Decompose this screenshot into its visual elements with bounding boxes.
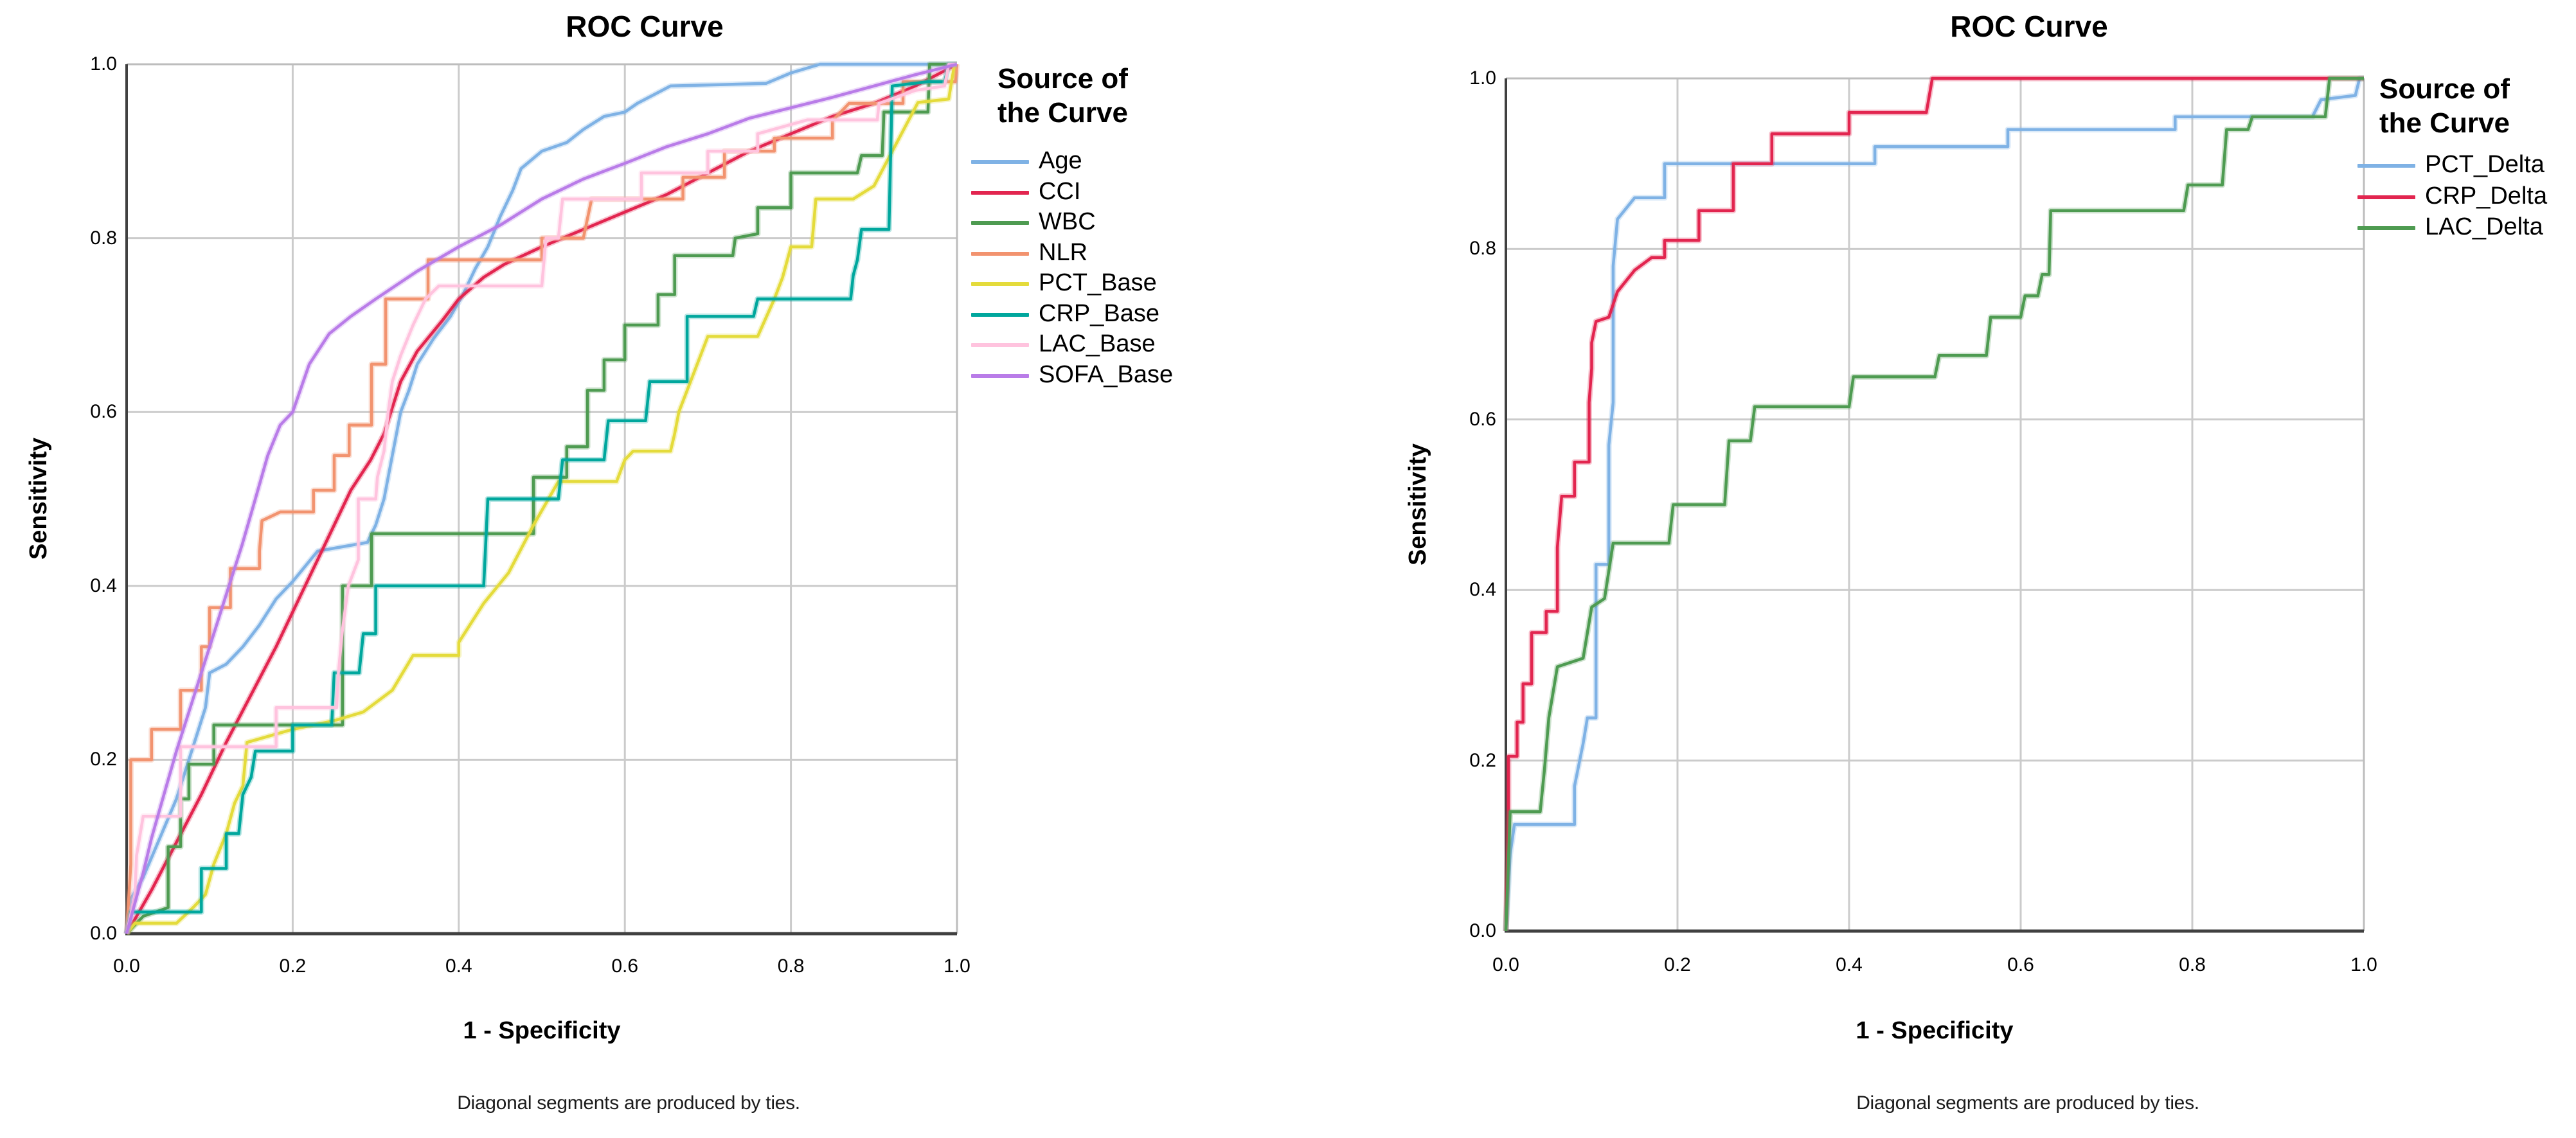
legend-swatch [2357, 226, 2415, 230]
y-tick-label: 0.8 [1469, 238, 1496, 260]
legend-swatch [971, 251, 1029, 256]
curve-LAC_Base [125, 62, 957, 934]
y-axis-title: Sensitivity [1404, 443, 1431, 566]
plot-area-left [123, 61, 960, 936]
curve-WBC [125, 62, 957, 935]
footnote: Diagonal segments are produced by ties. [1856, 1092, 2199, 1114]
legend-title: Source of the Curve [997, 63, 1128, 129]
curve-Age [125, 62, 957, 934]
x-tick-label: 0.8 [2179, 954, 2206, 975]
legend-swatch [2357, 164, 2415, 168]
x-tick-label: 0.6 [611, 956, 639, 977]
curve-PCT_Delta [1503, 75, 2364, 932]
legend-swatch [971, 160, 1029, 164]
legend-swatch [2357, 195, 2415, 199]
chart-title: ROC Curve [1950, 10, 2108, 43]
legend-swatch [971, 373, 1029, 378]
y-tick-label: 0.0 [90, 923, 117, 944]
y-tick-label: 0.6 [90, 401, 117, 423]
plot-area-right [1503, 75, 2365, 933]
curve-CRP_Delta [1503, 75, 2364, 932]
y-tick-label: 0.0 [1469, 920, 1496, 941]
legend-label: CRP_Base [1039, 299, 1159, 327]
y-tick-label: 0.4 [90, 574, 117, 596]
x-tick-label: 0.4 [1836, 954, 1863, 975]
y-tick-label: 0.8 [90, 227, 117, 249]
chart-title: ROC Curve [566, 10, 724, 43]
legend-swatch [971, 312, 1029, 317]
legend-title: Source of the Curve [2379, 73, 2510, 139]
x-tick-label: 0.4 [445, 956, 472, 977]
curve-SOFA_Base [125, 62, 958, 934]
legend-swatch [971, 221, 1029, 225]
curve-PCT_Base [125, 62, 957, 935]
legend-label: WBC [1039, 208, 1096, 235]
x-tick-label: 0.2 [279, 956, 307, 977]
legend-label: LAC_Base [1039, 330, 1156, 357]
x-tick-label: 1.0 [944, 956, 970, 977]
legend-label: Age [1039, 147, 1082, 174]
y-tick-label: 0.2 [1469, 749, 1496, 771]
legend-swatch [971, 343, 1029, 347]
x-tick-label: 0.0 [1492, 954, 1519, 975]
legend-label: PCT_Base [1039, 269, 1157, 296]
legend-label: CRP_Delta [2425, 182, 2548, 209]
legend-label: NLR [1039, 238, 1088, 266]
legend-label: CCI [1039, 177, 1081, 205]
x-tick-label: 0.0 [113, 956, 140, 977]
curve-CRP_Delta [1504, 76, 2364, 932]
y-tick-label: 0.6 [1469, 408, 1496, 430]
x-tick-label: 0.6 [2007, 954, 2034, 975]
x-tick-label: 0.8 [777, 956, 805, 977]
curve-LAC_Delta [1503, 75, 2364, 932]
x-axis-title: 1 - Specificity [1856, 1017, 2014, 1044]
x-axis-title: 1 - Specificity [463, 1017, 621, 1044]
x-tick-label: 1.0 [2350, 954, 2377, 975]
curve-PCT_Delta [1504, 76, 2364, 932]
footnote: Diagonal segments are produced by ties. [457, 1092, 800, 1114]
curve-CCI [125, 63, 958, 935]
legend-label: LAC_Delta [2425, 213, 2543, 240]
x-tick-label: 0.2 [1664, 954, 1691, 975]
legend-label: SOFA_Base [1039, 360, 1174, 388]
y-tick-label: 0.2 [90, 749, 117, 770]
curve-LAC_Delta [1504, 76, 2364, 932]
legend-swatch [971, 190, 1029, 195]
legend-label: PCT_Delta [2425, 151, 2545, 178]
y-tick-label: 0.4 [1469, 579, 1496, 601]
curve-CRP_Base [125, 62, 957, 934]
y-tick-label: 1.0 [1469, 67, 1496, 89]
y-axis-title: Sensitivity [25, 437, 52, 560]
y-tick-label: 1.0 [90, 53, 117, 75]
legend-swatch [971, 282, 1029, 286]
